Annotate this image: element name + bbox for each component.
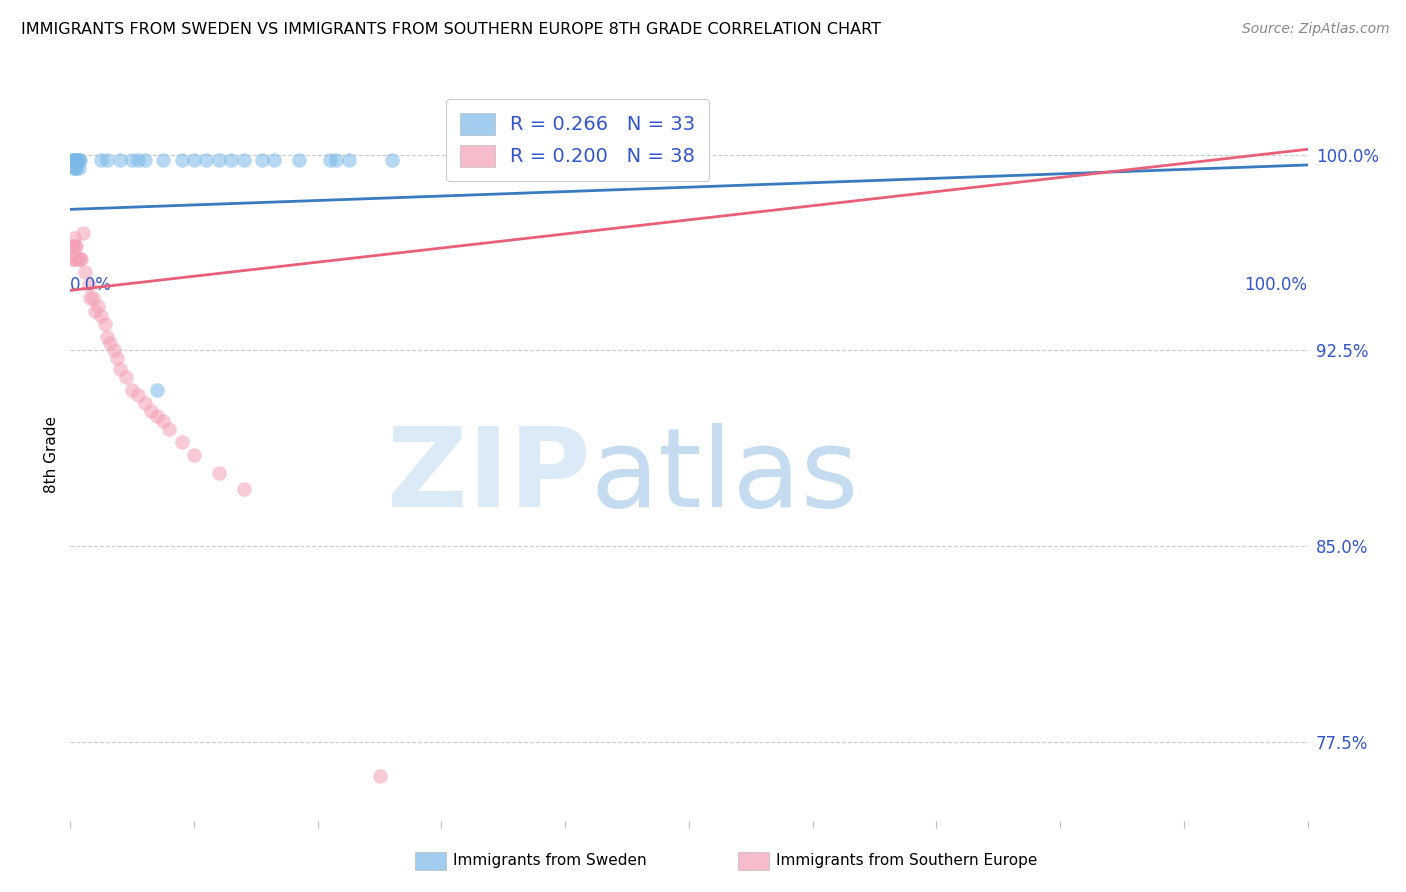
Point — [134, 153, 156, 167]
Point — [325, 153, 347, 167]
Text: 100.0%: 100.0% — [1244, 276, 1308, 293]
Y-axis label: 8th Grade: 8th Grade — [44, 417, 59, 493]
Point — [63, 252, 86, 266]
Text: 0.0%: 0.0% — [70, 276, 112, 293]
Point — [368, 769, 391, 783]
Point — [219, 153, 242, 167]
Point — [65, 161, 87, 175]
Point — [84, 304, 107, 318]
Point — [105, 351, 128, 366]
Point — [232, 153, 254, 167]
Point — [170, 434, 193, 449]
Point — [75, 265, 97, 279]
Point — [79, 291, 101, 305]
Point — [127, 153, 149, 167]
Text: Source: ZipAtlas.com: Source: ZipAtlas.com — [1241, 22, 1389, 37]
Text: atlas: atlas — [591, 424, 859, 531]
Point — [70, 252, 93, 266]
Point — [65, 239, 87, 253]
Point — [60, 239, 83, 253]
Point — [170, 153, 193, 167]
Point — [250, 153, 273, 167]
Point — [139, 403, 162, 417]
Point — [108, 153, 131, 167]
Point — [157, 422, 180, 436]
Point — [195, 153, 218, 167]
Point — [121, 383, 143, 397]
Point — [63, 161, 86, 175]
Point — [62, 239, 84, 253]
Point — [69, 252, 91, 266]
Point — [63, 231, 86, 245]
Point — [96, 330, 118, 344]
Point — [127, 388, 149, 402]
Point — [72, 226, 94, 240]
Text: IMMIGRANTS FROM SWEDEN VS IMMIGRANTS FROM SOUTHERN EUROPE 8TH GRADE CORRELATION : IMMIGRANTS FROM SWEDEN VS IMMIGRANTS FRO… — [21, 22, 882, 37]
Point — [134, 395, 156, 409]
Point — [263, 153, 285, 167]
Point — [67, 153, 90, 167]
Point — [98, 335, 121, 350]
Point — [86, 299, 108, 313]
Point — [82, 291, 104, 305]
Point — [319, 153, 342, 167]
Point — [63, 153, 86, 167]
Point — [90, 310, 112, 324]
Point — [96, 153, 118, 167]
Point — [152, 414, 174, 428]
Point — [90, 153, 112, 167]
Point — [146, 409, 169, 423]
Point — [146, 383, 169, 397]
Point — [183, 448, 205, 462]
Point — [208, 153, 231, 167]
Point — [232, 482, 254, 496]
Point — [69, 153, 91, 167]
Point — [337, 153, 360, 167]
Point — [121, 153, 143, 167]
Point — [65, 161, 87, 175]
Point — [288, 153, 311, 167]
Point — [103, 343, 125, 358]
Point — [115, 369, 138, 384]
Text: ZIP: ZIP — [387, 424, 591, 531]
Text: Immigrants from Sweden: Immigrants from Sweden — [453, 854, 647, 868]
Point — [60, 153, 83, 167]
Point — [65, 239, 87, 253]
Point — [65, 252, 87, 266]
Point — [65, 153, 87, 167]
Point — [381, 153, 404, 167]
Point — [77, 278, 100, 293]
Point — [152, 153, 174, 167]
Point — [67, 252, 90, 266]
Point — [183, 153, 205, 167]
Point — [65, 153, 87, 167]
Point — [94, 318, 117, 332]
Point — [208, 467, 231, 481]
Point — [67, 161, 90, 175]
Text: Immigrants from Southern Europe: Immigrants from Southern Europe — [776, 854, 1038, 868]
Point — [66, 153, 89, 167]
Legend: R = 0.266   N = 33, R = 0.200   N = 38: R = 0.266 N = 33, R = 0.200 N = 38 — [446, 99, 709, 181]
Point — [62, 252, 84, 266]
Point — [62, 153, 84, 167]
Point — [108, 361, 131, 376]
